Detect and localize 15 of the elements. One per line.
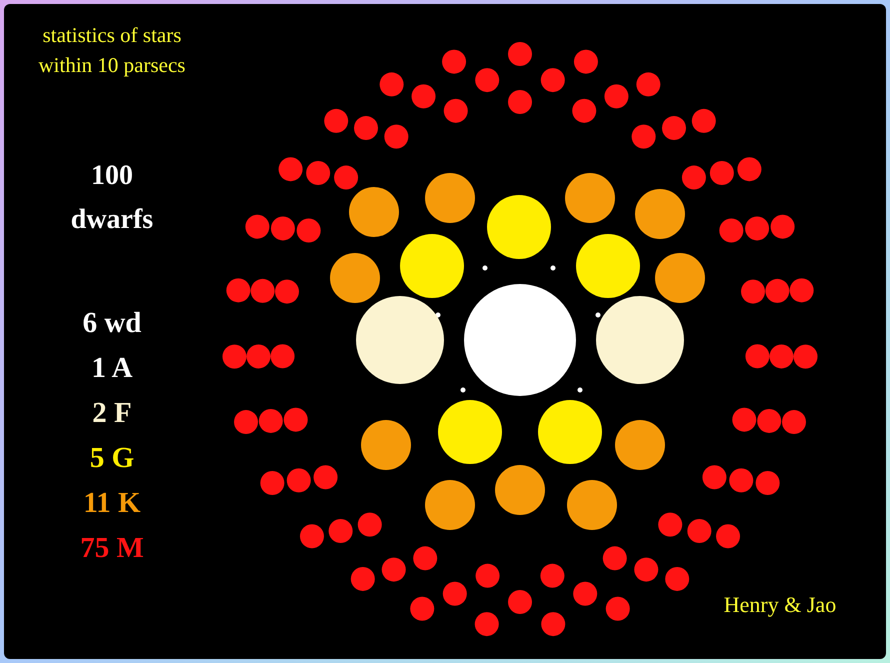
- data-label: 5: [90, 442, 104, 474]
- text: statistics of stars within 10 parsecs: [38, 23, 186, 77]
- data-label: 6: [82, 307, 98, 339]
- category-label: F: [106, 397, 132, 429]
- data-label: 11: [83, 487, 111, 519]
- category-label: G: [104, 442, 134, 474]
- data-label: 75: [80, 532, 110, 564]
- data-label: 1: [91, 352, 106, 384]
- category-label: M: [109, 532, 144, 564]
- text: 100 dwarfs: [70, 160, 154, 235]
- category-label: K: [110, 487, 142, 519]
- text: Henry & Jao: [724, 592, 836, 617]
- category-label: wd: [97, 307, 142, 339]
- category-label: A: [106, 352, 133, 384]
- data-label: 2: [92, 397, 107, 429]
